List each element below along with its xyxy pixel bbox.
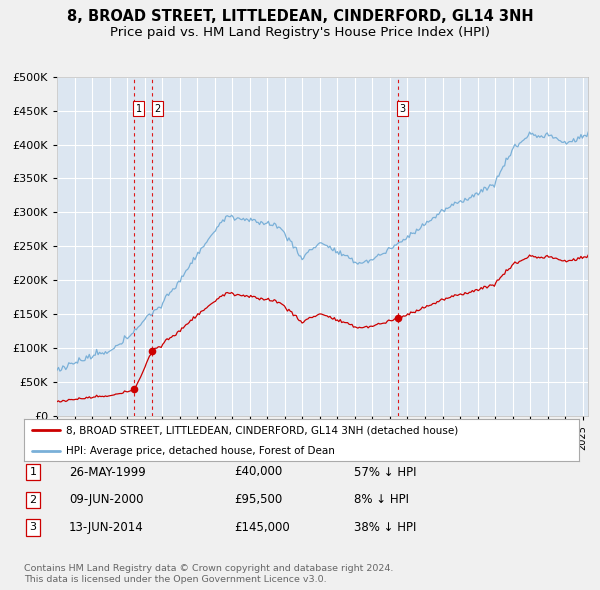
Text: HPI: Average price, detached house, Forest of Dean: HPI: Average price, detached house, Fore… [65,446,335,455]
Text: 57% ↓ HPI: 57% ↓ HPI [354,466,416,478]
Text: 1: 1 [136,104,142,114]
Text: 26-MAY-1999: 26-MAY-1999 [69,466,146,478]
Text: This data is licensed under the Open Government Licence v3.0.: This data is licensed under the Open Gov… [24,575,326,584]
Text: 1: 1 [29,467,37,477]
Text: 3: 3 [29,523,37,532]
Text: 8, BROAD STREET, LITTLEDEAN, CINDERFORD, GL14 3NH (detached house): 8, BROAD STREET, LITTLEDEAN, CINDERFORD,… [65,425,458,435]
Text: 8% ↓ HPI: 8% ↓ HPI [354,493,409,506]
Text: Contains HM Land Registry data © Crown copyright and database right 2024.: Contains HM Land Registry data © Crown c… [24,565,394,573]
Text: 13-JUN-2014: 13-JUN-2014 [69,521,144,534]
Text: 3: 3 [400,104,406,114]
Text: £145,000: £145,000 [234,521,290,534]
Text: 8, BROAD STREET, LITTLEDEAN, CINDERFORD, GL14 3NH: 8, BROAD STREET, LITTLEDEAN, CINDERFORD,… [67,9,533,24]
Text: Price paid vs. HM Land Registry's House Price Index (HPI): Price paid vs. HM Land Registry's House … [110,26,490,39]
Text: 09-JUN-2000: 09-JUN-2000 [69,493,143,506]
Text: 2: 2 [29,495,37,504]
Text: £40,000: £40,000 [234,466,282,478]
Text: £95,500: £95,500 [234,493,282,506]
Text: 38% ↓ HPI: 38% ↓ HPI [354,521,416,534]
Text: 2: 2 [154,104,160,114]
